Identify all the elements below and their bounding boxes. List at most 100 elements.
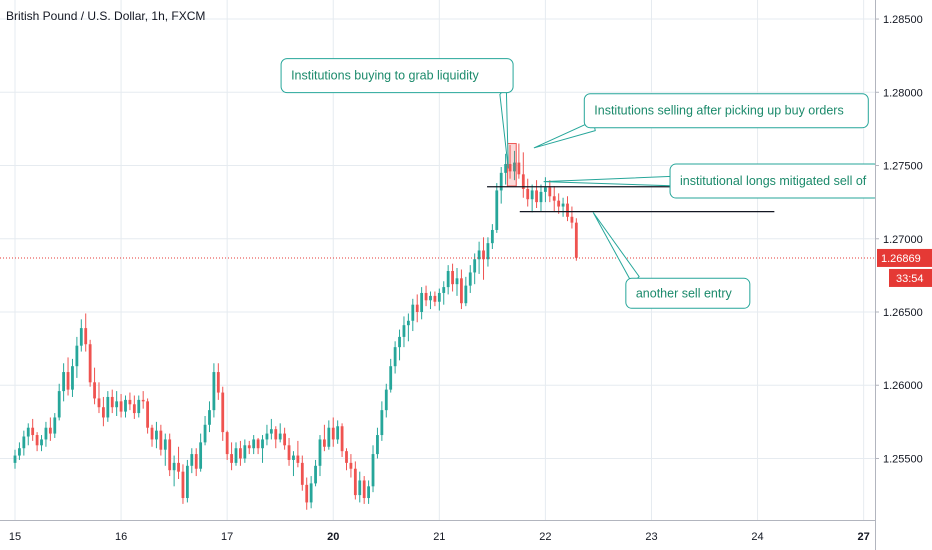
candle-body-down xyxy=(345,451,348,463)
candle-body-down xyxy=(300,462,304,485)
candle-body-down xyxy=(433,295,437,302)
x-tick-label: 17 xyxy=(221,531,233,543)
candle-body-up xyxy=(486,243,490,260)
symbol-title: British Pound / U.S. Dollar, 1h, FXCM xyxy=(6,9,205,23)
candle-body-up xyxy=(155,430,158,440)
candle-body-down xyxy=(296,455,300,463)
x-tick-label: 15 xyxy=(9,531,21,543)
candle-body-up xyxy=(464,285,468,304)
candle-body-up xyxy=(265,433,269,440)
candle-body-up xyxy=(420,292,424,312)
candle-body-down xyxy=(128,399,132,405)
candle-body-up xyxy=(40,439,43,446)
callout-text: another sell entry xyxy=(636,286,733,300)
candle-body-up xyxy=(437,292,441,302)
candle-body-up xyxy=(477,250,481,260)
candle-body-up xyxy=(212,372,216,411)
candle-body-up xyxy=(513,162,516,172)
candle-body-up xyxy=(75,345,79,367)
candle-body-down xyxy=(177,462,180,472)
candle-body-up xyxy=(406,320,410,326)
candle-body-down xyxy=(31,427,35,436)
callout-text: Institutions buying to grab liquidity xyxy=(291,69,479,83)
candle-body-up xyxy=(455,278,459,285)
candle-body-up xyxy=(190,454,194,466)
candle-body-up xyxy=(398,336,401,348)
candle-body-down xyxy=(508,164,512,172)
candle-body-up xyxy=(544,187,547,192)
candle-body-down xyxy=(221,392,225,433)
candle-body-down xyxy=(570,216,574,223)
x-tick-label: 22 xyxy=(539,531,551,543)
candle-body-up xyxy=(137,399,141,414)
candle-body-up xyxy=(269,429,273,434)
candle-body-up xyxy=(411,304,415,321)
countdown-badge xyxy=(889,268,932,287)
candle-body-up xyxy=(124,399,127,412)
candle-body-up xyxy=(22,436,26,449)
candle-body-up xyxy=(358,480,362,496)
candle-body-down xyxy=(225,432,229,455)
x-tick-label: 23 xyxy=(645,531,657,543)
candle-body-up xyxy=(371,454,375,487)
y-tick-label: 1.28500 xyxy=(883,14,923,26)
x-tick-label: 21 xyxy=(433,531,445,543)
candle-body-up xyxy=(261,439,264,449)
candle-body-up xyxy=(539,191,543,203)
candle-body-up xyxy=(208,410,211,425)
callout-pointer xyxy=(499,85,509,169)
candle-body-down xyxy=(239,448,242,459)
candle-body-up xyxy=(442,287,446,293)
candle-body-up xyxy=(185,465,189,499)
candle-body-down xyxy=(460,278,463,304)
candle-body-down xyxy=(353,468,357,496)
candle-body-down xyxy=(66,372,70,390)
candle-body-down xyxy=(349,462,353,469)
candle-body-down xyxy=(141,399,145,402)
candle-body-up xyxy=(53,417,57,434)
candle-body-down xyxy=(287,445,291,460)
callout-box xyxy=(583,93,869,129)
candle-body-down xyxy=(362,480,366,499)
candle-body-up xyxy=(26,427,30,437)
candle-body-down xyxy=(216,372,220,393)
candle-body-up xyxy=(292,455,295,460)
candle-body-up xyxy=(243,445,247,459)
candle-body-down xyxy=(517,162,521,175)
candle-body-down xyxy=(97,398,101,408)
candle-body-down xyxy=(247,445,251,449)
candle-body-up xyxy=(446,270,450,288)
candle-body-up xyxy=(44,427,48,440)
candle-body-up xyxy=(172,462,176,471)
candle-body-down xyxy=(274,429,278,440)
callout-box xyxy=(280,58,514,94)
candle-body-down xyxy=(146,401,149,428)
candle-body-down xyxy=(552,196,556,201)
candle-body-down xyxy=(548,187,552,197)
candle-body-up xyxy=(115,401,119,408)
candle-body-up xyxy=(278,433,282,440)
candle-body-down xyxy=(35,435,39,446)
candle-body-up xyxy=(318,439,322,466)
candle-body-up xyxy=(499,172,503,191)
candle-body-up xyxy=(561,203,565,207)
candle-body-up xyxy=(314,465,317,484)
candle-body-up xyxy=(495,190,499,230)
current-price-label: 1.26869 xyxy=(881,253,921,265)
candle-body-up xyxy=(490,229,494,244)
candle-body-down xyxy=(88,344,92,383)
candle-body-down xyxy=(323,439,326,447)
candle-body-down xyxy=(283,433,287,446)
candle-body-up xyxy=(62,372,66,392)
candle-body-down xyxy=(150,427,154,440)
candle-body-up xyxy=(376,435,379,455)
drawings: Institutions buying to grab liquidity Ins… xyxy=(0,58,881,309)
countdown-label: 33:54 xyxy=(896,273,924,285)
y-tick-label: 1.25500 xyxy=(883,453,923,465)
candle-body-up xyxy=(429,295,432,301)
candle-body-up xyxy=(163,439,167,450)
candle-body-down xyxy=(102,407,105,418)
